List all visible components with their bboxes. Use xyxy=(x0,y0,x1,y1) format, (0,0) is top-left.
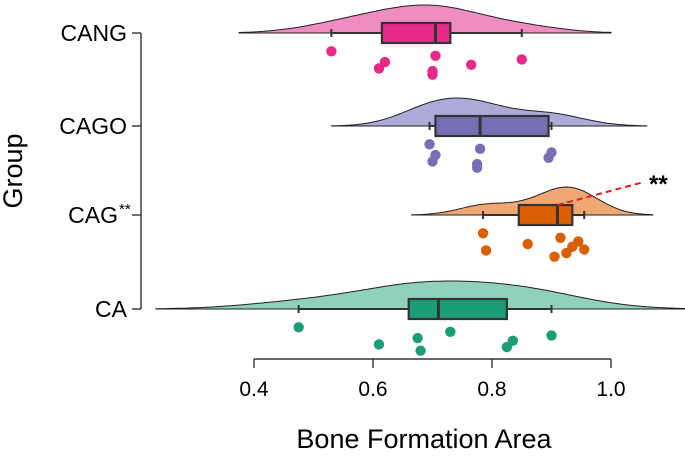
point-ca xyxy=(507,335,519,346)
point-cago xyxy=(474,143,486,154)
point-ca xyxy=(373,339,385,350)
point-cang xyxy=(430,50,441,61)
point-cago xyxy=(424,139,435,150)
point-ca xyxy=(445,326,456,337)
y-tick-layer: CANG CAGO CAG ** CA xyxy=(59,20,141,322)
box-cang xyxy=(380,21,452,45)
boxplot-layer xyxy=(297,21,586,321)
box-ca xyxy=(407,297,508,321)
y-tick-label-cang: CANG xyxy=(61,20,127,46)
x-tick-layer: 0.4 0.6 0.8 1.0 xyxy=(239,359,626,401)
point-cag xyxy=(549,251,560,262)
x-tick-label: 0.4 xyxy=(239,378,269,401)
point-ca xyxy=(415,345,426,356)
point-cang xyxy=(326,46,337,57)
point-ca xyxy=(412,332,423,344)
point-cago xyxy=(546,147,557,158)
density-cag xyxy=(411,186,654,216)
point-cago xyxy=(430,149,441,161)
x-axis-label: Bone Formation Area xyxy=(296,424,552,454)
point-cag xyxy=(477,228,489,239)
y-tick-label-ca: CA xyxy=(95,296,128,322)
point-cag xyxy=(579,244,590,255)
x-tick-label: 1.0 xyxy=(596,378,625,401)
x-tick-label: 0.8 xyxy=(477,378,506,401)
point-cago xyxy=(471,158,483,170)
point-cag xyxy=(573,236,584,247)
density-cang xyxy=(238,4,612,34)
y-tick-label-cago: CAGO xyxy=(59,113,127,139)
point-cang xyxy=(516,54,527,65)
y-tick-superscript: ** xyxy=(119,201,131,218)
points-layer xyxy=(293,46,590,356)
point-cang xyxy=(379,56,391,68)
box-cag xyxy=(517,203,574,227)
point-cang xyxy=(465,59,477,70)
y-axis-label: Group xyxy=(0,133,28,208)
annotation-layer: ** xyxy=(557,171,668,206)
point-cag xyxy=(480,245,492,256)
density-cago xyxy=(330,97,648,127)
point-cang xyxy=(427,65,438,77)
x-tick-label: 0.6 xyxy=(358,378,387,401)
point-ca xyxy=(293,322,304,333)
significance-line xyxy=(557,181,645,206)
y-tick-label-cag: CAG xyxy=(68,202,118,228)
significance-label: ** xyxy=(649,171,668,198)
point-ca xyxy=(546,330,557,341)
density-ca xyxy=(155,280,685,310)
point-cag xyxy=(522,238,533,250)
box-cago xyxy=(434,114,550,138)
point-cag xyxy=(555,232,566,243)
density-layer xyxy=(155,4,685,310)
